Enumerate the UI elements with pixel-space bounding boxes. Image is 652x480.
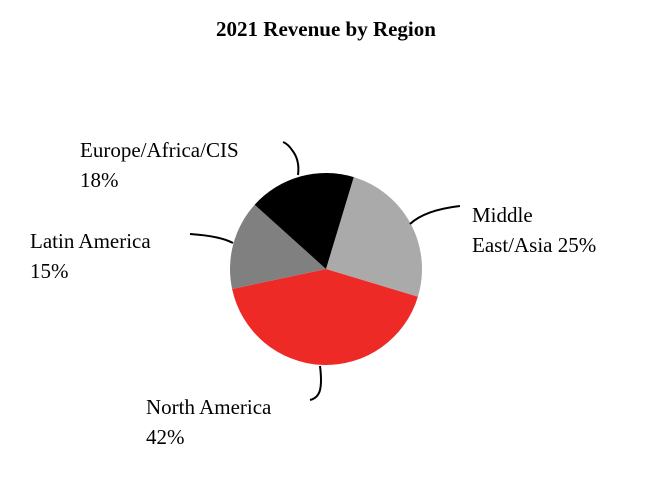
pie-slice-latin-america <box>230 204 326 289</box>
leader-line <box>309 365 322 401</box>
slice-label-line: 18% <box>80 168 119 192</box>
slice-label: Europe/Africa/CIS 18% <box>80 138 239 192</box>
slice-label-line: 15% <box>30 259 69 283</box>
slice-label-line: Latin America <box>30 229 151 253</box>
slice-label: Middle East/Asia 25% <box>472 203 596 257</box>
chart-title: 2021 Revenue by Region <box>216 17 436 41</box>
slice-label-line: North America <box>146 395 272 419</box>
leader-line <box>282 141 300 176</box>
slice-label-line: 42% <box>146 425 185 449</box>
slice-label-line: Middle <box>472 203 533 227</box>
pie-slice-europe-africa-cis <box>254 173 354 269</box>
slice-label: North America 42% <box>146 395 272 449</box>
slice-label-line: East/Asia 25% <box>472 233 596 257</box>
leader-line <box>409 205 461 225</box>
leader-line <box>189 233 234 244</box>
slice-label-line: Europe/Africa/CIS <box>80 138 239 162</box>
pie-slice-middle-east-asia <box>326 177 422 297</box>
pie-slice-north-america <box>232 269 418 365</box>
slice-label: Latin America 15% <box>30 229 151 283</box>
